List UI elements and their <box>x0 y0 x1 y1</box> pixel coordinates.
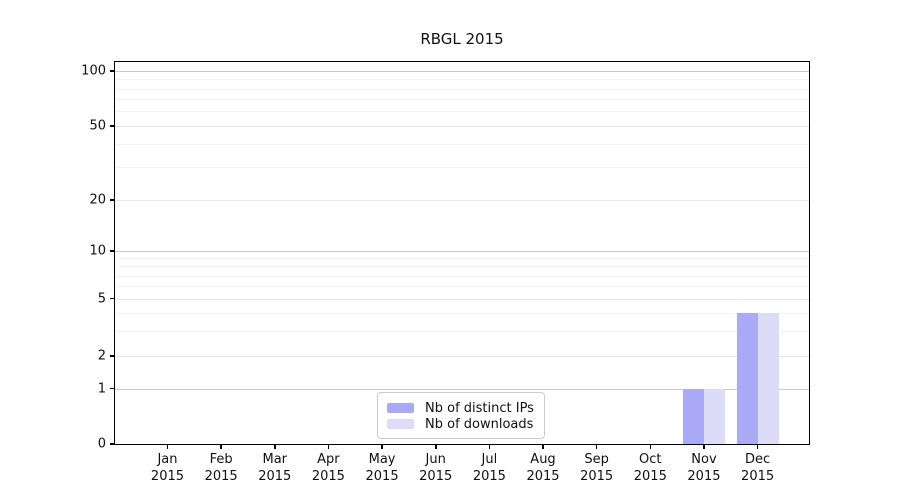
minor-gridline <box>115 286 809 288</box>
x-tick-mark <box>649 444 652 449</box>
minor-gridline <box>115 330 809 332</box>
minor-gridline <box>115 88 809 90</box>
major-gridline <box>115 251 809 252</box>
legend-item-downloads: Nb of downloads <box>387 416 534 432</box>
x-tick-mark <box>542 444 544 449</box>
y-tick-label: 50 <box>89 118 106 134</box>
y-tick-label: 1 <box>97 381 106 397</box>
x-tick-label: Apr 2015 <box>311 452 345 484</box>
minor-gridline <box>115 111 809 113</box>
legend: Nb of distinct IPs Nb of downloads <box>377 392 545 439</box>
x-tick-label: Jul 2015 <box>472 452 506 484</box>
x-tick-mark <box>166 444 169 449</box>
legend-swatch-distinct-ips <box>387 403 414 413</box>
y-tick-mark <box>110 297 115 300</box>
y-tick-mark <box>110 250 115 252</box>
minor-gridline <box>115 99 809 101</box>
x-tick-label: Feb 2015 <box>204 452 238 484</box>
x-tick-label: Oct 2015 <box>633 452 667 484</box>
bar-downloads <box>703 388 725 444</box>
bar-downloads <box>757 312 779 444</box>
x-tick-mark <box>488 444 491 449</box>
y-tick-mark <box>110 387 115 390</box>
minor-gridline <box>115 167 809 169</box>
x-tick-label: Sep 2015 <box>580 452 614 484</box>
x-tick-mark <box>381 444 383 449</box>
y-tick-mark <box>110 69 115 72</box>
major-gridline <box>115 388 809 390</box>
legend-swatch-downloads <box>387 419 414 429</box>
x-tick-label: Jun 2015 <box>419 452 453 484</box>
major-gridline <box>115 200 809 202</box>
major-gridline <box>115 298 809 300</box>
y-tick-mark <box>110 355 115 357</box>
major-gridline <box>115 70 809 72</box>
x-tick-mark <box>703 444 705 449</box>
minor-gridline <box>115 258 809 260</box>
y-tick-mark <box>110 199 115 201</box>
x-tick-mark <box>434 444 437 449</box>
chart-title: RBGL 2015 <box>420 30 504 48</box>
y-tick-label: 10 <box>89 243 106 259</box>
x-tick-label: Dec 2015 <box>741 452 775 484</box>
legend-label: Nb of distinct IPs <box>425 400 534 416</box>
plot-area: 0 1 2 5 10 20 50 100 Jan 2015 Feb 2015 Mar 2015 Apr 201… <box>81 61 810 484</box>
legend-item-distinct-ips: Nb of distinct IPs <box>387 400 534 416</box>
x-tick-mark <box>273 444 276 449</box>
y-tick-label: 0 <box>97 436 106 452</box>
x-tick-label: May 2015 <box>365 452 399 484</box>
legend-label: Nb of downloads <box>425 416 534 432</box>
major-gridline <box>115 125 809 127</box>
x-tick-label: Mar 2015 <box>258 452 292 484</box>
minor-gridline <box>115 312 809 314</box>
major-gridline <box>115 356 809 358</box>
bar-distinct-ips <box>736 312 758 444</box>
y-tick-label: 20 <box>89 192 106 208</box>
y-tick-label: 2 <box>97 348 106 364</box>
x-tick-mark <box>595 444 598 449</box>
x-tick-mark <box>220 444 222 449</box>
minor-gridline <box>115 79 809 81</box>
x-tick-label: Aug 2015 <box>526 452 560 484</box>
x-tick-mark <box>327 444 330 449</box>
minor-gridline <box>115 275 809 277</box>
minor-gridline <box>115 144 809 146</box>
x-tick-label: Nov 2015 <box>687 452 721 484</box>
y-tick-mark <box>110 443 115 445</box>
bar-distinct-ips <box>682 388 704 444</box>
x-tick-mark <box>756 444 759 449</box>
x-tick-label: Jan 2015 <box>150 452 185 484</box>
y-tick-label: 5 <box>97 291 106 307</box>
minor-gridline <box>115 266 809 268</box>
y-tick-mark <box>110 124 115 127</box>
y-tick-label: 100 <box>81 63 106 79</box>
